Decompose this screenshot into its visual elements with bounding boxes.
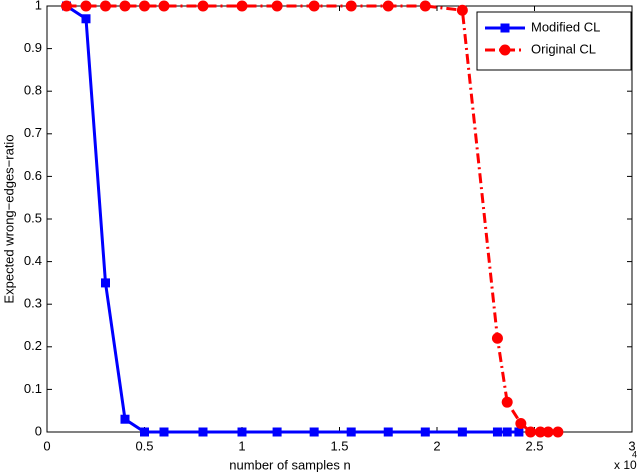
- marker: [198, 427, 208, 437]
- marker: [515, 417, 527, 429]
- legend-marker: [500, 23, 510, 33]
- marker: [542, 426, 554, 438]
- y-tick-label: 0.3: [24, 296, 42, 311]
- marker: [382, 0, 394, 12]
- x-tick-label: 2.5: [525, 438, 543, 453]
- marker: [457, 427, 467, 437]
- marker: [514, 427, 524, 437]
- marker: [158, 0, 170, 12]
- y-tick-label: 0.5: [24, 210, 42, 225]
- marker: [501, 396, 513, 408]
- x-tick-label: 0.5: [135, 438, 153, 453]
- x-multiplier-exponent: 4: [632, 449, 637, 459]
- marker: [100, 0, 111, 12]
- marker: [552, 426, 564, 438]
- marker: [237, 427, 247, 437]
- y-tick-label: 0.1: [24, 381, 42, 396]
- marker: [502, 427, 512, 437]
- marker: [120, 414, 130, 424]
- y-tick-label: 1: [35, 0, 42, 12]
- x-tick-label: 2: [433, 438, 440, 453]
- x-tick-label: 1.5: [330, 438, 348, 453]
- plot-area: [46, 5, 633, 433]
- marker: [159, 427, 169, 437]
- marker: [236, 0, 248, 12]
- x-axis-label: number of samples n: [229, 457, 350, 472]
- x-tick-label: 0: [43, 438, 50, 453]
- marker: [383, 427, 393, 437]
- marker: [419, 0, 431, 12]
- marker: [456, 4, 468, 16]
- marker: [420, 427, 430, 437]
- legend-marker: [499, 44, 511, 56]
- x-tick-label: 3: [628, 438, 635, 453]
- y-axis-label: Expected wrong−edges−ratio: [1, 134, 16, 303]
- y-tick-label: 0.9: [24, 40, 42, 55]
- marker: [140, 427, 149, 437]
- legend-label: Original CL: [531, 41, 596, 56]
- marker: [81, 14, 91, 24]
- marker: [272, 427, 282, 437]
- x-multiplier: x 10: [614, 458, 637, 472]
- marker: [492, 427, 502, 437]
- marker: [309, 427, 319, 437]
- marker: [139, 0, 150, 12]
- marker: [119, 0, 131, 12]
- marker: [61, 0, 72, 12]
- legend-box: [476, 11, 632, 71]
- y-tick-label: 0.7: [24, 125, 42, 140]
- marker: [271, 0, 283, 12]
- legend-label: Modified CL: [531, 19, 600, 34]
- marker: [534, 426, 546, 438]
- marker: [80, 0, 92, 12]
- marker: [308, 0, 320, 12]
- y-tick-label: 0.2: [24, 338, 42, 353]
- y-tick-label: 0.8: [24, 83, 42, 98]
- x-tick-label: 1: [238, 438, 245, 453]
- marker: [525, 426, 537, 438]
- marker: [101, 278, 110, 288]
- marker: [491, 332, 503, 344]
- y-tick-label: 0.6: [24, 168, 42, 183]
- y-tick-label: 0: [35, 423, 42, 438]
- marker: [346, 427, 356, 437]
- legend: Modified CL Original CL: [476, 11, 632, 71]
- y-tick-label: 0.4: [24, 253, 42, 268]
- marker: [197, 0, 209, 12]
- marker: [345, 0, 357, 12]
